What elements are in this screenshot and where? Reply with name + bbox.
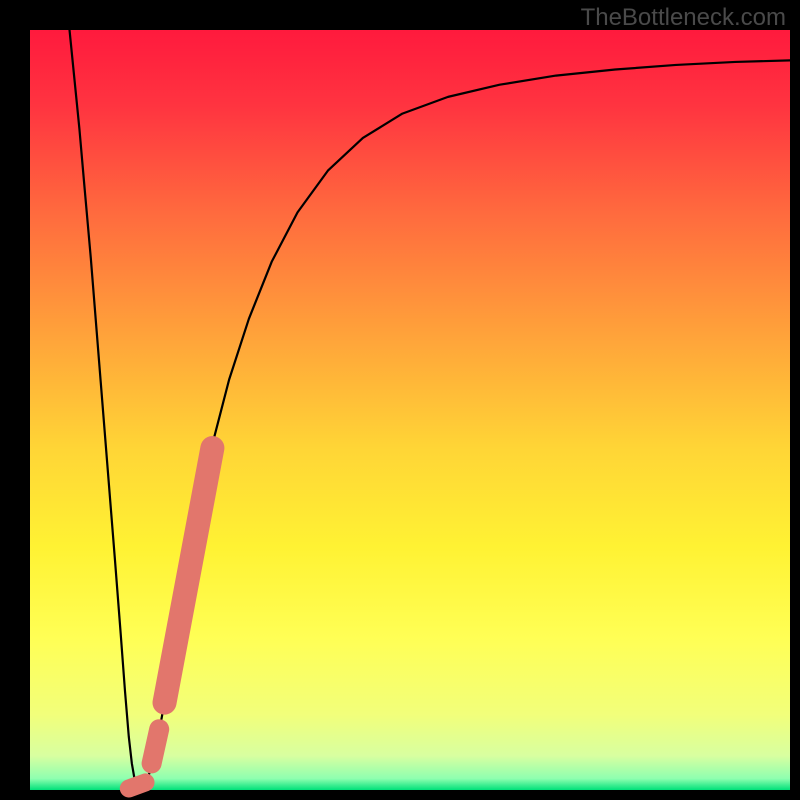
chart-svg [30,30,790,790]
chart-frame: TheBottleneck.com [0,0,800,800]
plot-area [30,30,790,790]
overlay-mark-0 [165,448,213,703]
overlay-mark-2 [129,782,146,788]
watermark-text: TheBottleneck.com [581,4,786,32]
overlay-mark-1 [152,729,160,763]
